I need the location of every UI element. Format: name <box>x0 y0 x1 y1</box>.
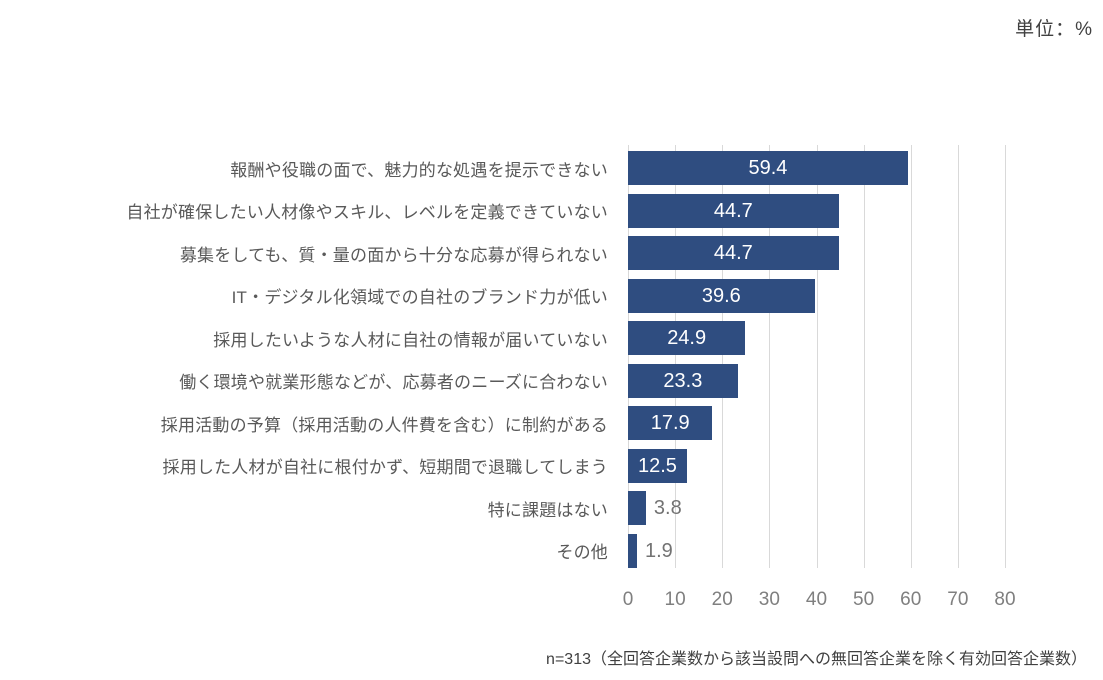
value-label: 39.6 <box>701 284 741 307</box>
category-label: 募集をしても、質・量の面から十分な応募が得られない <box>179 245 608 265</box>
gridline <box>675 145 677 568</box>
category-label: 報酬や役職の面で、魅力的な処遇を提示できない <box>230 160 608 180</box>
bar-track: 39.6 <box>628 278 1005 313</box>
value-label: 12.5 <box>637 454 677 477</box>
gridline <box>957 145 959 568</box>
bar <box>628 491 646 526</box>
value-label: 59.4 <box>748 157 788 180</box>
x-tick-label: 0 <box>622 589 634 610</box>
x-axis: 0 10 20 30 40 50 60 70 80 <box>623 589 1016 615</box>
bar <box>628 151 908 186</box>
category-label: IT・デジタル化領域での自社のブランド力が低い <box>231 288 608 308</box>
category-label: 特に課題はない <box>487 500 608 520</box>
gridline <box>816 145 818 568</box>
x-tick-label: 10 <box>664 589 686 610</box>
bar-row: 報酬や役職の面で、魅力的な処遇を提示できない 59.4 <box>0 147 1103 190</box>
category-label: 働く環境や就業形態などが、応募者のニーズに合わない <box>179 373 608 393</box>
bar-track: 23.3 <box>628 363 1005 398</box>
bar-track: 12.5 <box>628 448 1005 483</box>
x-tick-label: 60 <box>900 589 922 610</box>
unit-label: 単位：% <box>1015 19 1093 40</box>
bar-row: 自社が確保したい人材像やスキル、レベルを定義できていない 44.7 <box>0 190 1103 233</box>
value-label: 44.7 <box>713 242 753 265</box>
bar-row: 働く環境や就業形態などが、応募者のニーズに合わない 23.3 <box>0 360 1103 403</box>
gridline <box>863 145 865 568</box>
category-label: 採用したいような人材に自社の情報が届いていない <box>213 330 608 350</box>
x-tick-label: 70 <box>947 589 969 610</box>
bar-track: 44.7 <box>628 236 1005 271</box>
value-label: 3.8 <box>653 497 682 520</box>
category-label: 採用活動の予算（採用活動の人件費を含む）に制約がある <box>160 415 608 435</box>
x-tick-label: 50 <box>853 589 875 610</box>
category-label: 採用した人材が自社に根付かず、短期間で退職してしまう <box>162 458 608 478</box>
value-label: 1.9 <box>644 539 673 562</box>
bar-track: 1.9 <box>628 533 1005 568</box>
footnote: n=313（全回答企業数から該当設問への無回答企業を除く有効回答企業数） <box>546 651 1087 668</box>
bar <box>628 278 815 313</box>
bar <box>628 321 746 356</box>
gridline <box>910 145 912 568</box>
bar-row: 採用活動の予算（採用活動の人件費を含む）に制約がある 17.9 <box>0 402 1103 445</box>
bar <box>628 533 637 568</box>
bar-rows: 報酬や役職の面で、魅力的な処遇を提示できない 59.4 自社が確保したい人材像やスキ… <box>0 147 1103 572</box>
category-label: 自社が確保したい人材像やスキル、レベルを定義できていない <box>126 203 608 223</box>
gridlines <box>628 145 1006 568</box>
gridline <box>628 145 629 568</box>
bar-track: 59.4 <box>628 151 1005 186</box>
bar-row: 特に課題はない 3.8 <box>0 487 1103 530</box>
x-tick-label: 40 <box>805 589 828 610</box>
bar <box>628 448 687 483</box>
bar <box>628 363 738 398</box>
gridline <box>769 145 771 568</box>
bar-row: 採用したいような人材に自社の情報が届いていない 24.9 <box>0 317 1103 360</box>
bar-row: その他 1.9 <box>0 530 1103 573</box>
gridline <box>722 145 724 568</box>
category-label: その他 <box>556 543 608 563</box>
bar-row: 採用した人材が自社に根付かず、短期間で退職してしまう 12.5 <box>0 445 1103 488</box>
bar <box>628 406 713 441</box>
value-label: 44.7 <box>713 199 753 222</box>
value-label: 17.9 <box>650 412 690 435</box>
value-label: 24.9 <box>667 327 707 350</box>
bar-track: 44.7 <box>628 193 1005 228</box>
value-label: 23.3 <box>663 369 703 392</box>
gridline <box>1005 145 1006 568</box>
bar <box>628 193 839 228</box>
bar-track: 17.9 <box>628 406 1005 441</box>
bar-track: 3.8 <box>628 491 1005 526</box>
x-tick-label: 30 <box>758 589 780 610</box>
x-tick-label: 80 <box>994 589 1016 610</box>
bar <box>628 236 839 271</box>
bar-row: 募集をしても、質・量の面から十分な応募が得られない 44.7 <box>0 232 1103 275</box>
bar-row: IT・デジタル化領域での自社のブランド力が低い 39.6 <box>0 275 1103 318</box>
x-tick-label: 20 <box>711 589 733 610</box>
bar-track: 24.9 <box>628 321 1005 356</box>
